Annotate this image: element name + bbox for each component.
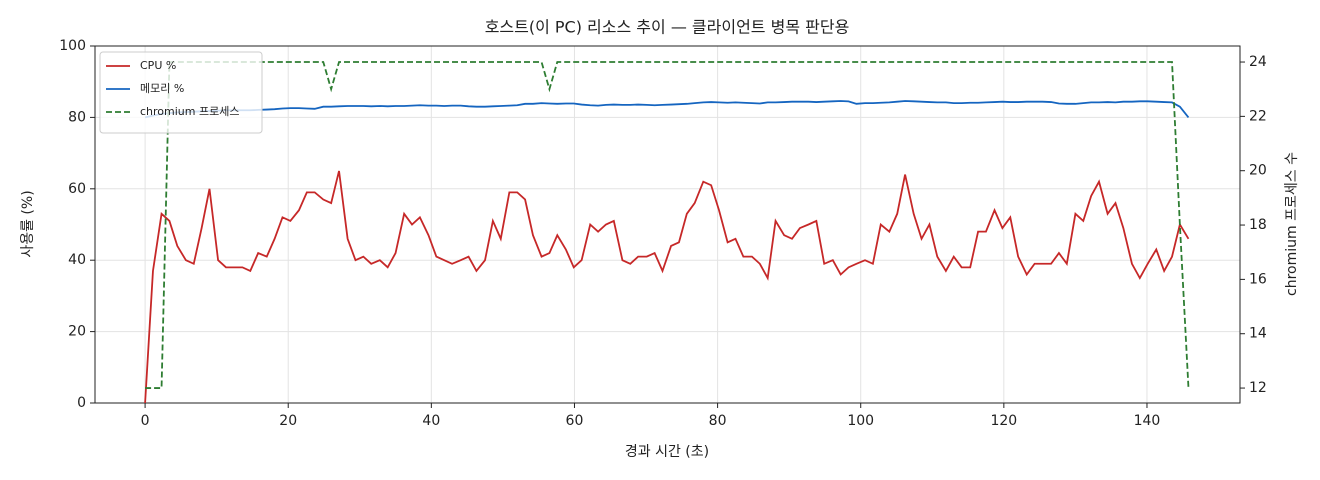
y-tick-label: 80 (68, 109, 86, 125)
legend-label: 메모리 % (140, 82, 184, 95)
y-axis-label: 사용률 (%) (20, 190, 36, 257)
x-tick-label: 20 (279, 413, 297, 429)
legend-label: chromium 프로세스 (140, 105, 239, 118)
y-tick-label: 0 (77, 395, 86, 411)
y2-tick-label: 16 (1249, 271, 1267, 287)
x-tick-label: 40 (422, 413, 440, 429)
y2-tick-label: 12 (1249, 380, 1267, 396)
y2-tick-label: 24 (1249, 54, 1267, 70)
y-tick-label: 20 (68, 324, 86, 340)
x-tick-label: 100 (847, 413, 874, 429)
chart-title: 호스트(이 PC) 리소스 추이 — 클라이언트 병목 판단용 (485, 18, 850, 37)
y2-tick-label: 22 (1249, 108, 1267, 124)
x-tick-label: 60 (566, 413, 584, 429)
x-tick-label: 140 (1134, 413, 1161, 429)
legend-box (99, 51, 263, 134)
y-tick-label: 100 (59, 38, 86, 54)
y2-tick-label: 18 (1249, 217, 1267, 233)
x-tick-label: 0 (141, 413, 150, 429)
data-line (145, 61, 1190, 389)
y-tick-label: 60 (68, 181, 86, 197)
x-tick-label: 80 (709, 413, 727, 429)
y-tick-label: 40 (68, 252, 86, 268)
data-line (144, 100, 1190, 119)
y2-tick-label: 20 (1249, 163, 1267, 179)
legend: CPU % 메모리 % chromium 프로세스 (99, 51, 263, 134)
y2-axis-label: chromium 프로세스 수 (1284, 152, 1300, 296)
plot-frame (94, 45, 1241, 404)
legend-label: CPU % (140, 59, 176, 72)
y2-tick-label: 14 (1249, 326, 1267, 342)
x-tick-label: 120 (990, 413, 1017, 429)
x-axis-label: 경과 시간 (초) (625, 444, 709, 460)
data-line (144, 170, 1190, 404)
